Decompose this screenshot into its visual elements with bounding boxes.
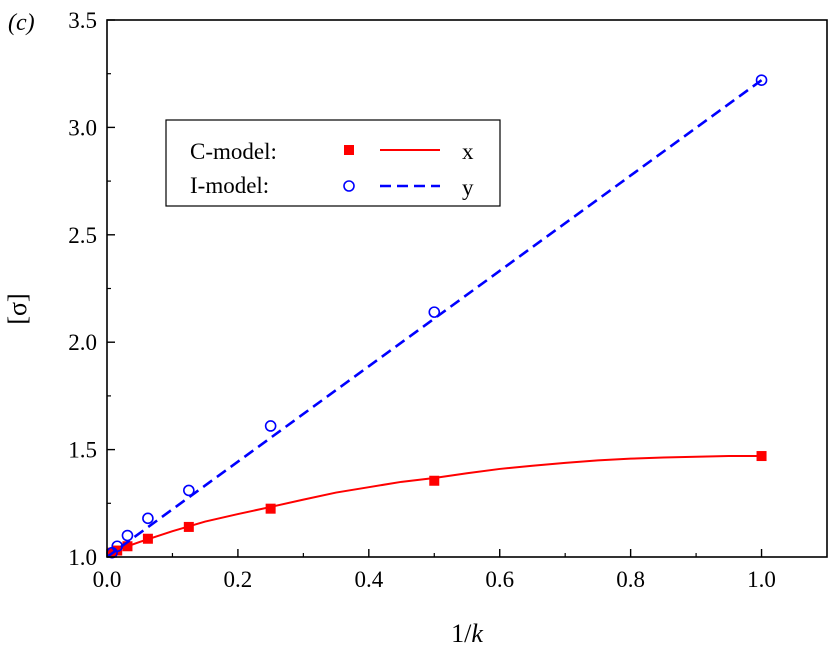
legend-fit-label-x: x (462, 139, 474, 164)
y-axis-label: [σ] (3, 293, 32, 324)
x-axis-label-variable: k (471, 619, 483, 648)
data-point-c-model (756, 451, 767, 462)
y-tick-label: 1.0 (68, 545, 97, 570)
legend-fit-label-y: y (462, 175, 474, 200)
plot-frame (106, 19, 828, 558)
legend-box (165, 119, 501, 207)
x-tick-label: 0.4 (354, 567, 383, 592)
axis-ticks: 0.0 0.2 0.4 0.6 0.8 1.0 1.0 1.5 2.0 2.5 3.0 3.5 (68, 8, 776, 592)
x-tick-label: 1.0 (747, 567, 776, 592)
y-tick-label: 2.5 (68, 223, 97, 248)
data-point-i-model (428, 306, 441, 318)
data-point-c-model (122, 541, 133, 552)
data-point-c-model (429, 475, 440, 486)
x-tick-label: 0.2 (224, 567, 253, 592)
legend-marker-i-circle (343, 180, 355, 192)
y-tick-label: 1.5 (68, 438, 97, 463)
data-point-c-model (265, 503, 276, 514)
x-tick-label: 0.6 (485, 567, 514, 592)
legend-marker-c-square (344, 145, 354, 155)
y-tick-label: 3.0 (68, 115, 97, 140)
plot-marks (106, 74, 768, 559)
y-tick-label: 2.0 (68, 330, 97, 355)
data-point-i-model (264, 420, 277, 432)
x-tick-label: 0.8 (616, 567, 645, 592)
data-point-i-model (111, 540, 124, 553)
data-point-c-model (183, 521, 194, 532)
x-axis-label: 1/k (451, 619, 483, 648)
y-tick-label: 3.5 (68, 8, 97, 33)
legend: C-model: x I-model: y (165, 119, 501, 207)
x-tick-label: 0.0 (93, 567, 122, 592)
x-axis-label-prefix: 1/ (451, 619, 472, 648)
fit-line-x (111, 455, 762, 553)
legend-model-label-i: I-model: (190, 173, 269, 198)
data-point-i-model (755, 74, 768, 86)
data-point-i-model (121, 529, 134, 542)
data-point-i-model (142, 512, 154, 525)
data-point-c-model (142, 533, 153, 544)
data-point-i-model (183, 484, 195, 497)
panel-label: (c) (8, 10, 35, 36)
legend-model-label-c: C-model: (190, 139, 277, 164)
